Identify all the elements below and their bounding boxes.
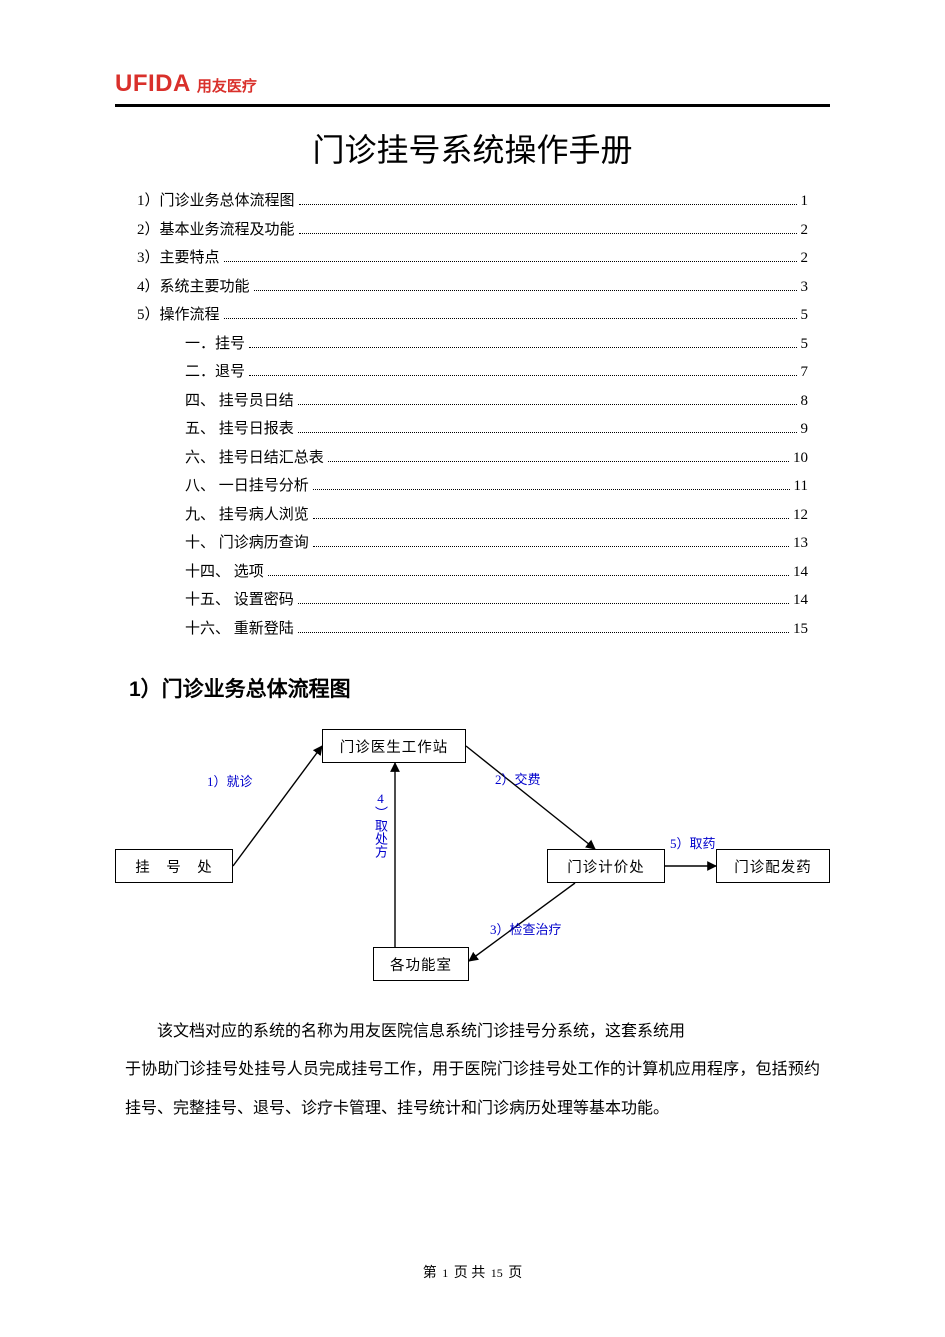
flowchart-edge-label: 4）取处方 <box>371 791 390 858</box>
toc-row[interactable]: 一．挂号 5 <box>137 330 808 359</box>
body-paragraph-1: 该文档对应的系统的名称为用友医院信息系统门诊挂号分系统，这套系统用 <box>125 1013 820 1051</box>
toc-page-number: 7 <box>801 358 809 387</box>
toc-leader-dots <box>249 375 796 376</box>
toc-row[interactable]: 1）门诊业务总体流程图 1 <box>137 187 808 216</box>
toc-page-number: 12 <box>793 501 808 530</box>
toc-page-number: 5 <box>801 330 809 359</box>
toc-page-number: 9 <box>801 415 809 444</box>
toc-label: 六、 挂号日结汇总表 <box>185 444 324 473</box>
toc-leader-dots <box>299 204 797 205</box>
toc-leader-dots <box>298 632 789 633</box>
toc-row[interactable]: 五、 挂号日报表 9 <box>137 415 808 444</box>
flowchart-edge-label: 1）就诊 <box>207 771 253 790</box>
toc-leader-dots <box>328 461 789 462</box>
toc-label: 四、 挂号员日结 <box>185 387 294 416</box>
page-title: 门诊挂号系统操作手册 <box>115 125 830 171</box>
flowchart-node-pharmacy: 门诊配发药 <box>716 849 830 883</box>
toc-row[interactable]: 十、 门诊病历查询 13 <box>137 529 808 558</box>
toc-page-number: 2 <box>801 216 809 245</box>
flowchart-edge-label: 2）交费 <box>495 769 541 788</box>
toc-leader-dots <box>313 489 790 490</box>
toc-leader-dots <box>313 518 789 519</box>
toc-row[interactable]: 3）主要特点 2 <box>137 244 808 273</box>
toc-leader-dots <box>268 575 789 576</box>
toc-label: 1）门诊业务总体流程图 <box>137 187 295 216</box>
toc-page-number: 14 <box>793 558 808 587</box>
toc-row[interactable]: 二．退号 7 <box>137 358 808 387</box>
toc-leader-dots <box>249 347 796 348</box>
toc-row[interactable]: 六、 挂号日结汇总表 10 <box>137 444 808 473</box>
footer-current-page: 1 <box>442 1266 448 1280</box>
toc-leader-dots <box>254 290 797 291</box>
toc-leader-dots <box>224 318 797 319</box>
flowchart-edge-label: 3）检查治疗 <box>490 919 562 938</box>
toc-page-number: 8 <box>801 387 809 416</box>
flowchart-node-pricing: 门诊计价处 <box>547 849 665 883</box>
toc-row[interactable]: 九、 挂号病人浏览 12 <box>137 501 808 530</box>
toc-label: 3）主要特点 <box>137 244 220 273</box>
toc-label: 5）操作流程 <box>137 301 220 330</box>
toc-page-number: 5 <box>801 301 809 330</box>
flowchart: 挂 号 处 门诊医生工作站门诊计价处各功能室 门诊配发药 1）就诊 2）交费 3）检查治疗… <box>115 721 830 981</box>
toc-label: 4）系统主要功能 <box>137 273 250 302</box>
toc-leader-dots <box>313 546 789 547</box>
table-of-contents: 1）门诊业务总体流程图12）基本业务流程及功能23）主要特点24）系统主要功能3… <box>137 187 808 643</box>
toc-row[interactable]: 4）系统主要功能 3 <box>137 273 808 302</box>
toc-label: 九、 挂号病人浏览 <box>185 501 309 530</box>
toc-leader-dots <box>298 432 797 433</box>
toc-label: 十五、 设置密码 <box>185 586 294 615</box>
toc-row[interactable]: 四、 挂号员日结 8 <box>137 387 808 416</box>
footer-suffix: 页 <box>508 1266 522 1281</box>
toc-label: 十、 门诊病历查询 <box>185 529 309 558</box>
toc-page-number: 1 <box>801 187 809 216</box>
footer-prefix: 第 <box>423 1266 437 1281</box>
flowchart-edge <box>466 746 595 849</box>
flowchart-node-reg: 挂 号 处 <box>115 849 233 883</box>
toc-row[interactable]: 2）基本业务流程及功能 2 <box>137 216 808 245</box>
toc-label: 十六、 重新登陆 <box>185 615 294 644</box>
logo-text-en: UFIDA <box>115 70 191 98</box>
footer-mid: 页 共 <box>454 1266 486 1281</box>
header-logo: UFIDA 用友医疗 <box>115 70 830 107</box>
toc-page-number: 2 <box>801 244 809 273</box>
footer-total-pages: 15 <box>491 1266 503 1280</box>
body-paragraph-2: 于协助门诊挂号处挂号人员完成挂号工作，用于医院门诊挂号处工作的计算机应用程序，包… <box>125 1051 820 1128</box>
toc-label: 八、 一日挂号分析 <box>185 472 309 501</box>
toc-row[interactable]: 5）操作流程 5 <box>137 301 808 330</box>
toc-page-number: 14 <box>793 586 808 615</box>
toc-leader-dots <box>224 261 797 262</box>
section-heading: 1）门诊业务总体流程图 <box>129 673 830 703</box>
logo-text-cn: 用友医疗 <box>197 75 257 96</box>
flowchart-node-funcroom: 各功能室 <box>373 947 469 981</box>
flowchart-edge <box>233 746 322 866</box>
toc-label: 2）基本业务流程及功能 <box>137 216 295 245</box>
toc-leader-dots <box>298 603 789 604</box>
toc-page-number: 3 <box>801 273 809 302</box>
toc-row[interactable]: 十四、 选项 14 <box>137 558 808 587</box>
toc-leader-dots <box>299 233 797 234</box>
page-footer: 第 1 页 共 15 页 <box>0 1262 945 1282</box>
toc-page-number: 11 <box>794 472 808 501</box>
toc-row[interactable]: 十五、 设置密码 14 <box>137 586 808 615</box>
toc-label: 五、 挂号日报表 <box>185 415 294 444</box>
toc-leader-dots <box>298 404 797 405</box>
toc-page-number: 10 <box>793 444 808 473</box>
toc-label: 十四、 选项 <box>185 558 264 587</box>
toc-page-number: 13 <box>793 529 808 558</box>
toc-row[interactable]: 八、 一日挂号分析 11 <box>137 472 808 501</box>
toc-row[interactable]: 十六、 重新登陆 15 <box>137 615 808 644</box>
toc-page-number: 15 <box>793 615 808 644</box>
flowchart-node-doctor: 门诊医生工作站 <box>322 729 466 763</box>
toc-label: 一．挂号 <box>185 330 245 359</box>
flowchart-edge-label: 5）取药 <box>670 833 716 852</box>
toc-label: 二．退号 <box>185 358 245 387</box>
